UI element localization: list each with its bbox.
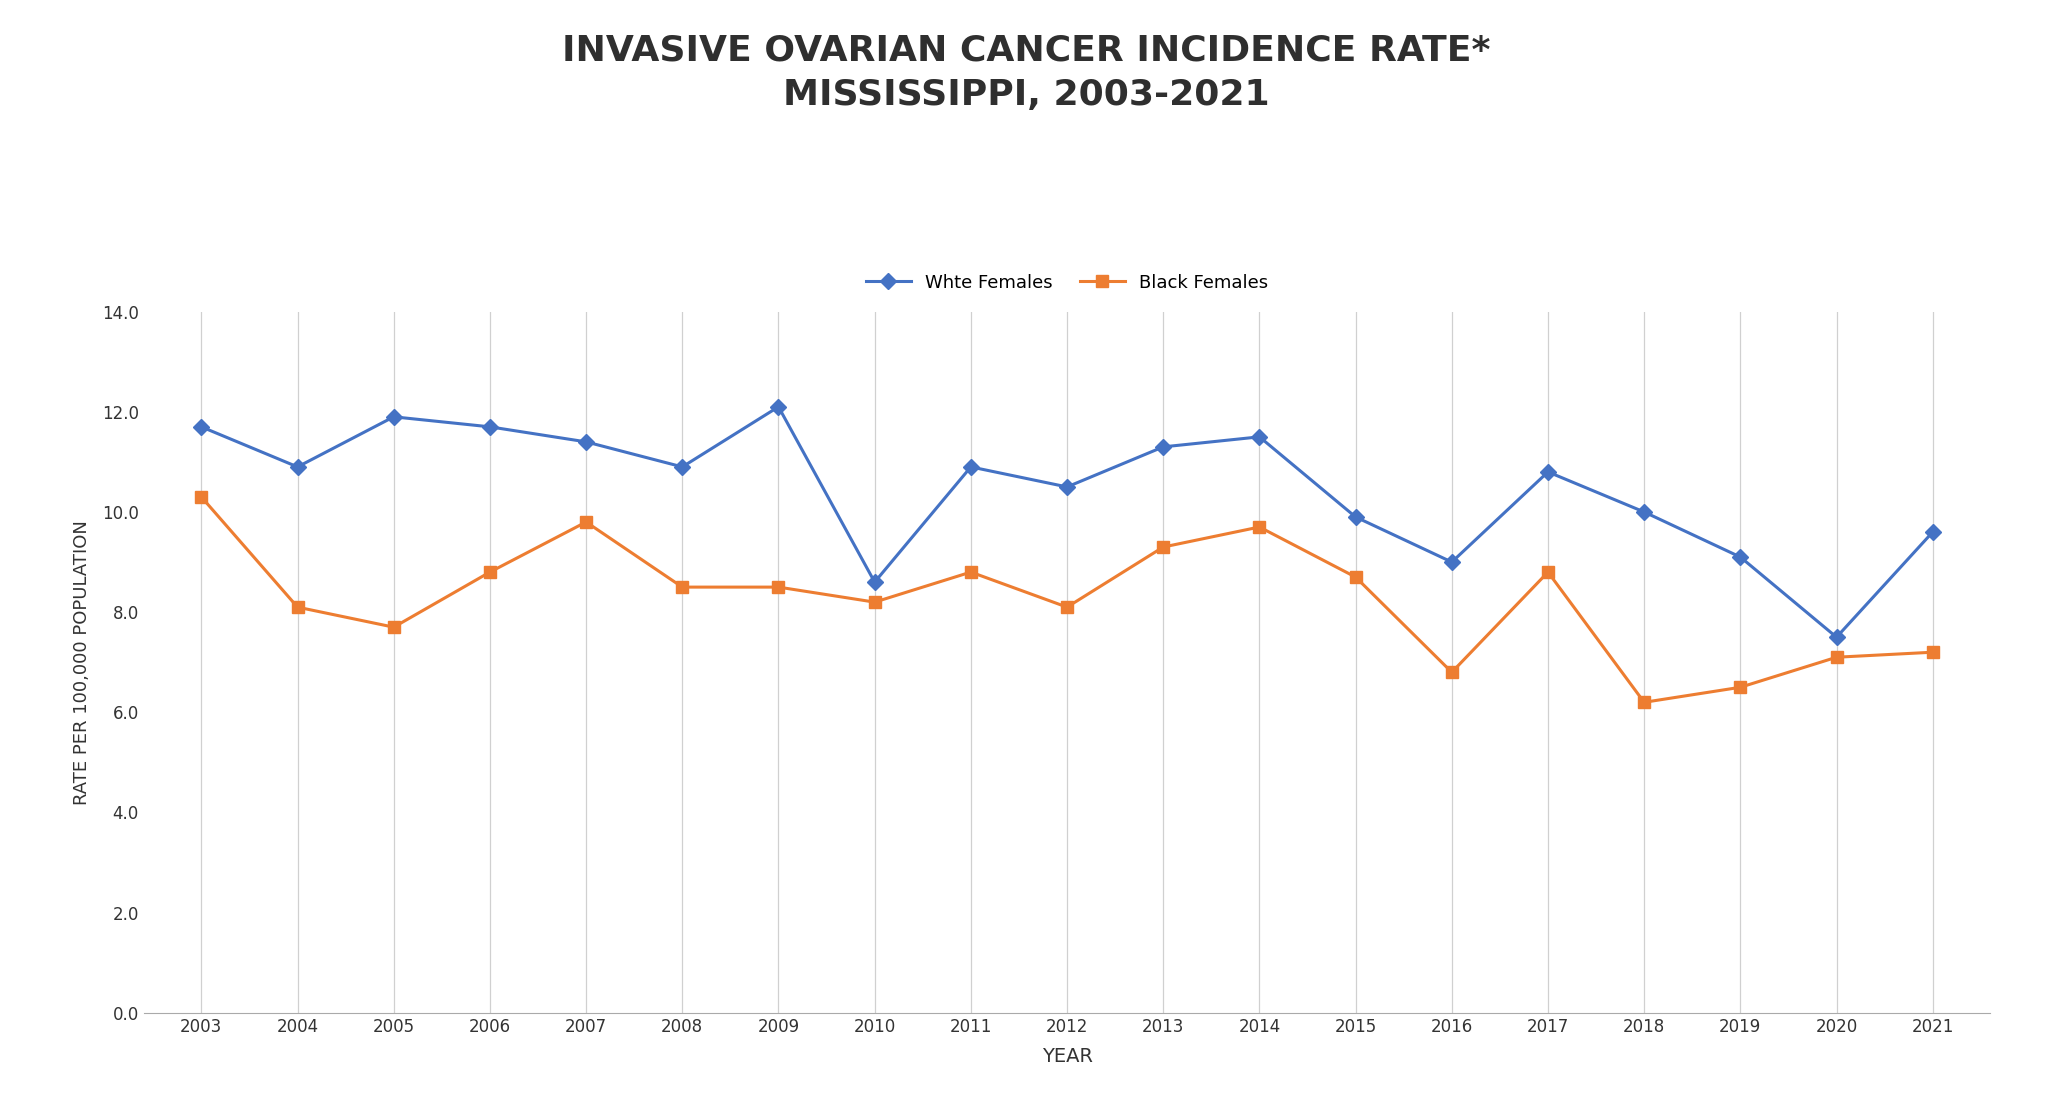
Black Females bbox=[1055, 601, 1079, 614]
Whte Females bbox=[1151, 440, 1176, 454]
Black Females bbox=[1921, 646, 1945, 659]
Whte Females bbox=[1344, 510, 1369, 523]
Whte Females bbox=[958, 461, 983, 474]
Y-axis label: RATE PER 100,000 POPULATION: RATE PER 100,000 POPULATION bbox=[72, 520, 90, 805]
Black Females bbox=[671, 581, 696, 594]
Whte Females bbox=[1248, 431, 1272, 444]
Whte Females bbox=[862, 575, 886, 589]
Line: Whte Females: Whte Females bbox=[195, 402, 1939, 642]
Black Females bbox=[1344, 570, 1369, 583]
Whte Females bbox=[1921, 525, 1945, 539]
Black Females bbox=[478, 565, 503, 579]
Whte Females bbox=[765, 401, 790, 414]
Black Females bbox=[1535, 565, 1560, 579]
Whte Females bbox=[1441, 555, 1465, 569]
Whte Females bbox=[1728, 551, 1752, 563]
Black Females bbox=[189, 490, 213, 503]
Black Females bbox=[1824, 650, 1849, 663]
Whte Females bbox=[285, 461, 310, 474]
Black Females bbox=[382, 621, 406, 634]
Whte Females bbox=[1055, 481, 1079, 494]
Black Females bbox=[1151, 540, 1176, 553]
Whte Females bbox=[478, 420, 503, 433]
Black Females bbox=[1441, 666, 1465, 679]
Line: Black Females: Black Females bbox=[195, 492, 1939, 708]
Whte Females bbox=[1535, 465, 1560, 479]
Black Females bbox=[1728, 680, 1752, 695]
Whte Females bbox=[189, 420, 213, 433]
Black Females bbox=[575, 515, 599, 529]
Text: INVASIVE OVARIAN CANCER INCIDENCE RATE*
MISSISSIPPI, 2003-2021: INVASIVE OVARIAN CANCER INCIDENCE RATE* … bbox=[562, 33, 1490, 112]
Black Females bbox=[765, 581, 790, 594]
Whte Females bbox=[382, 410, 406, 423]
Legend: Whte Females, Black Females: Whte Females, Black Females bbox=[856, 265, 1278, 301]
Black Females bbox=[1631, 696, 1656, 709]
Black Females bbox=[285, 601, 310, 614]
Black Females bbox=[1248, 520, 1272, 533]
Whte Females bbox=[1631, 505, 1656, 519]
Whte Females bbox=[1824, 630, 1849, 643]
Black Females bbox=[958, 565, 983, 579]
Black Females bbox=[862, 595, 886, 609]
Whte Females bbox=[575, 435, 599, 449]
X-axis label: YEAR: YEAR bbox=[1042, 1047, 1092, 1066]
Whte Females bbox=[671, 461, 696, 474]
